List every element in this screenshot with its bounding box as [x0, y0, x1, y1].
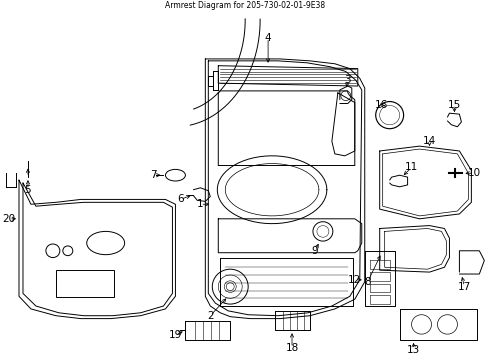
Text: 4: 4 [264, 33, 271, 42]
Bar [56, 270, 113, 297]
Text: 1: 1 [197, 199, 203, 209]
Text: 8: 8 [364, 277, 370, 287]
Text: 12: 12 [347, 275, 361, 285]
Text: 15: 15 [447, 100, 460, 111]
Text: 16: 16 [374, 100, 387, 111]
Text: 2: 2 [206, 311, 213, 321]
Text: 20: 20 [2, 214, 16, 224]
Text: 9: 9 [311, 246, 318, 256]
Text: 11: 11 [404, 162, 417, 172]
Text: 14: 14 [422, 136, 435, 146]
Text: 5: 5 [24, 185, 31, 195]
Text: 10: 10 [467, 168, 480, 178]
Text: 17: 17 [457, 282, 470, 292]
Title: Armrest Diagram for 205-730-02-01-9E38: Armrest Diagram for 205-730-02-01-9E38 [164, 1, 324, 10]
Text: 13: 13 [406, 345, 419, 355]
Text: 18: 18 [285, 343, 298, 353]
Text: 3: 3 [344, 75, 350, 85]
Text: 6: 6 [177, 194, 183, 204]
Text: 19: 19 [168, 330, 182, 340]
Text: 7: 7 [150, 170, 157, 180]
